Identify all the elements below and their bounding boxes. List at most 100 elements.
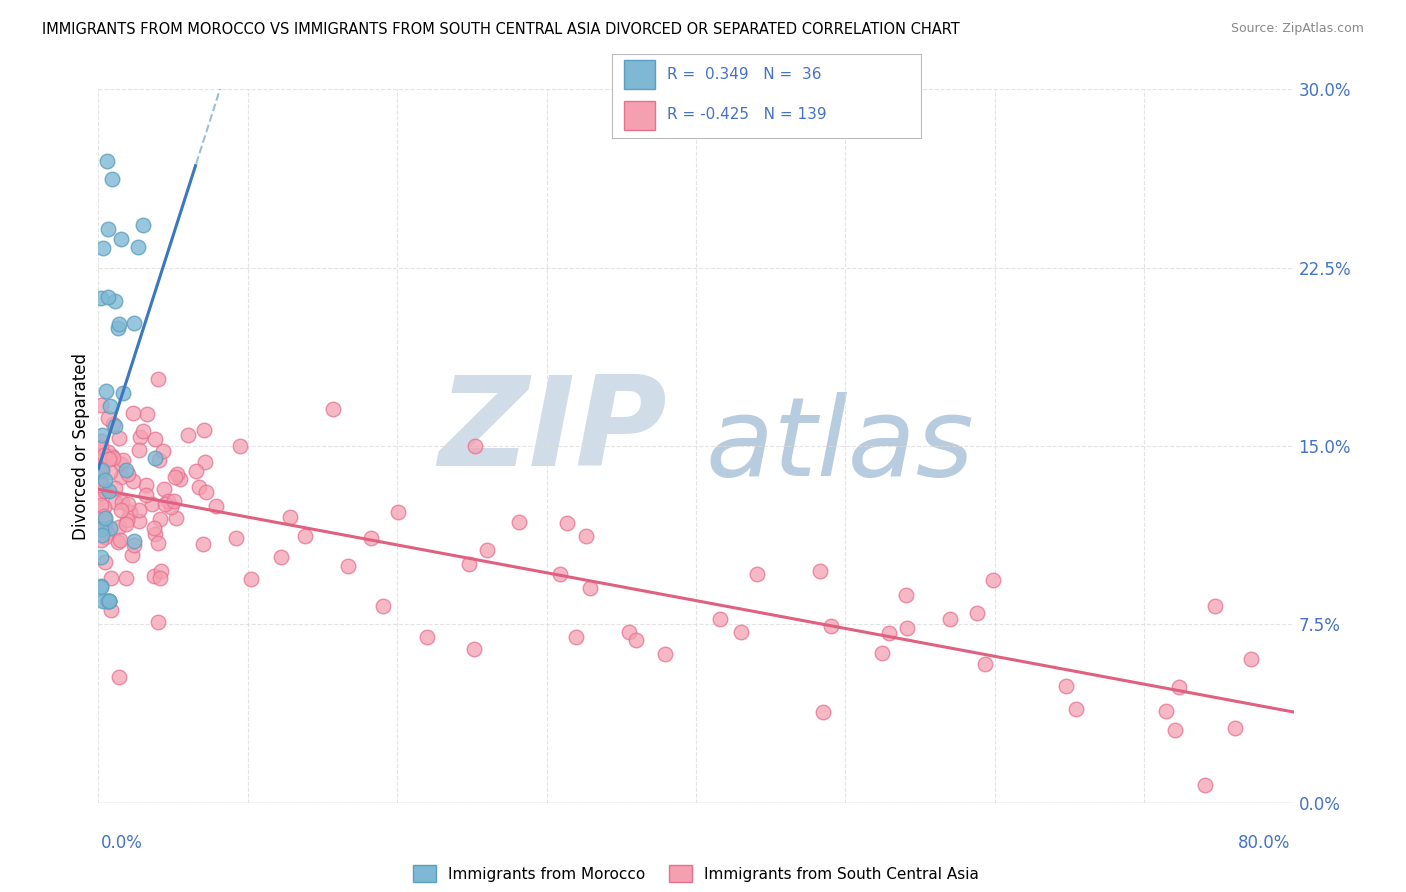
Point [166, 467, 188, 481]
Point [90, 434, 112, 448]
Point [143, 568, 166, 582]
Point [127, 240, 149, 254]
Point [104, 494, 127, 508]
Point [229, 439, 252, 453]
Text: IMMIGRANTS FROM MOROCCO VS IMMIGRANTS FROM SOUTH CENTRAL ASIA DIVORCED OR SEPARA: IMMIGRANTS FROM MOROCCO VS IMMIGRANTS FR… [42, 22, 960, 37]
Point [148, 453, 170, 467]
Point [575, 529, 598, 543]
Point [124, 534, 146, 549]
Point [100, 449, 122, 463]
Point [143, 527, 166, 541]
Point [121, 548, 143, 562]
Point [117, 467, 139, 482]
Point [96, 154, 118, 169]
Point [730, 624, 752, 639]
Point [870, 646, 893, 660]
Point [120, 505, 142, 519]
Point [896, 621, 918, 635]
Point [110, 469, 132, 483]
Point [98, 399, 121, 413]
Point [142, 521, 165, 535]
Point [97, 593, 120, 607]
Point [93, 593, 115, 607]
Point [129, 430, 152, 444]
Point [98, 521, 121, 535]
Text: atlas: atlas [704, 392, 974, 500]
Point [90, 485, 112, 500]
Point [90, 462, 112, 476]
Point [153, 497, 176, 511]
Point [90, 533, 112, 547]
Point [157, 493, 180, 508]
Point [464, 439, 486, 453]
Point [90, 477, 112, 491]
Point [654, 647, 676, 661]
Point [1064, 701, 1087, 715]
Point [121, 474, 143, 488]
Point [94, 510, 117, 524]
Bar [624, 101, 655, 130]
Point [122, 538, 145, 552]
Legend: Immigrants from Morocco, Immigrants from South Central Asia: Immigrants from Morocco, Immigrants from… [408, 859, 984, 888]
Point [146, 372, 169, 386]
Point [184, 464, 207, 478]
Point [128, 503, 150, 517]
Point [981, 573, 1004, 587]
Point [169, 472, 191, 486]
Point [132, 218, 155, 232]
Point [110, 502, 132, 516]
Point [135, 488, 157, 502]
Point [141, 497, 163, 511]
Point [90, 460, 112, 475]
Text: 0.0%: 0.0% [101, 834, 143, 852]
Point [191, 537, 214, 551]
Point [132, 424, 155, 438]
Point [548, 566, 571, 581]
Point [97, 593, 120, 607]
Point [111, 386, 134, 401]
Point [371, 599, 394, 614]
Point [617, 625, 640, 640]
Point [97, 483, 120, 498]
Point [96, 593, 118, 607]
Point [146, 615, 169, 630]
Point [93, 448, 115, 462]
Point [90, 550, 112, 565]
Text: Source: ZipAtlas.com: Source: ZipAtlas.com [1230, 22, 1364, 36]
Point [108, 533, 131, 547]
Point [101, 417, 124, 431]
Point [107, 520, 129, 534]
Point [115, 513, 138, 527]
Point [122, 316, 145, 330]
Point [94, 473, 117, 487]
Point [90, 580, 112, 594]
Point [100, 603, 122, 617]
Point [458, 557, 481, 571]
Point [153, 483, 176, 497]
Point [165, 510, 187, 524]
Point [1054, 679, 1077, 693]
Point [149, 571, 172, 585]
Point [91, 428, 114, 442]
Point [463, 641, 485, 656]
Point [579, 581, 602, 595]
Point [336, 558, 359, 573]
Point [508, 515, 530, 529]
Point [149, 511, 172, 525]
Point [104, 481, 127, 495]
Point [1154, 704, 1177, 718]
Point [93, 509, 115, 524]
Point [93, 523, 115, 537]
Point [1194, 778, 1216, 792]
Point [97, 445, 120, 459]
Point [555, 516, 578, 531]
Point [90, 398, 112, 412]
Bar [624, 61, 655, 89]
Point [239, 572, 262, 586]
Point [97, 411, 120, 425]
Point [115, 517, 138, 532]
Point [177, 428, 200, 442]
Point [475, 543, 498, 558]
Point [117, 498, 139, 512]
Point [110, 457, 132, 471]
